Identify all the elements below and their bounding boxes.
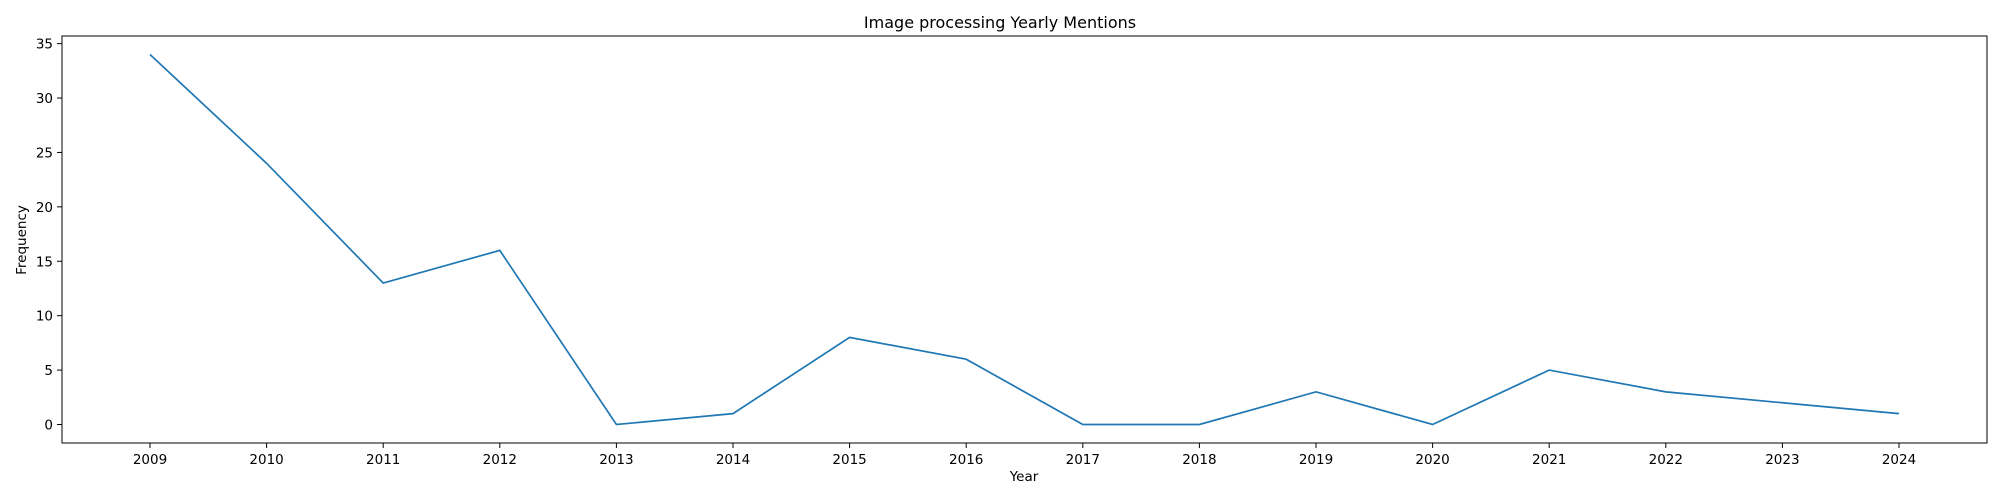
x-axis: 2009 2010 2011 2012 2013 2014 2015 2016 2017 2018… [133,443,1916,468]
y-tick-label: 5 [44,363,53,379]
x-tick-label: 2017 [1066,452,1100,468]
x-tick-label: 2010 [249,452,283,468]
plot-area-frame [61,35,1988,444]
x-tick-label: 2013 [599,452,633,468]
x-tick-label: 2014 [716,452,750,468]
x-tick-label: 2021 [1532,452,1566,468]
x-tick-label: 2022 [1649,452,1683,468]
y-tick-label: 20 [36,200,53,216]
y-tick-label: 0 [44,418,53,434]
x-axis-label: Year [1009,469,1039,485]
x-tick-label: 2019 [1299,452,1333,468]
y-tick-label: 30 [36,91,53,107]
x-tick-label: 2020 [1415,452,1449,468]
x-tick-label: 2009 [133,452,167,468]
x-tick-label: 2012 [483,452,517,468]
x-tick-label: 2024 [1882,452,1916,468]
y-axis: 0 5 10 15 20 25 30 35 [36,37,62,434]
y-axis-label: Frequency [14,205,30,275]
y-tick-label: 35 [36,37,53,53]
x-tick-label: 2018 [1182,452,1216,468]
series-line [149,53,1900,426]
x-tick-label: 2023 [1765,452,1799,468]
x-tick-label: 2015 [832,452,866,468]
chart-title: Image processing Yearly Mentions [864,13,1136,32]
x-tick-label: 2016 [949,452,983,468]
y-tick-label: 25 [36,145,53,161]
x-tick-label: 2011 [366,452,400,468]
y-tick-label: 15 [36,254,53,270]
y-tick-label: 10 [36,309,53,325]
